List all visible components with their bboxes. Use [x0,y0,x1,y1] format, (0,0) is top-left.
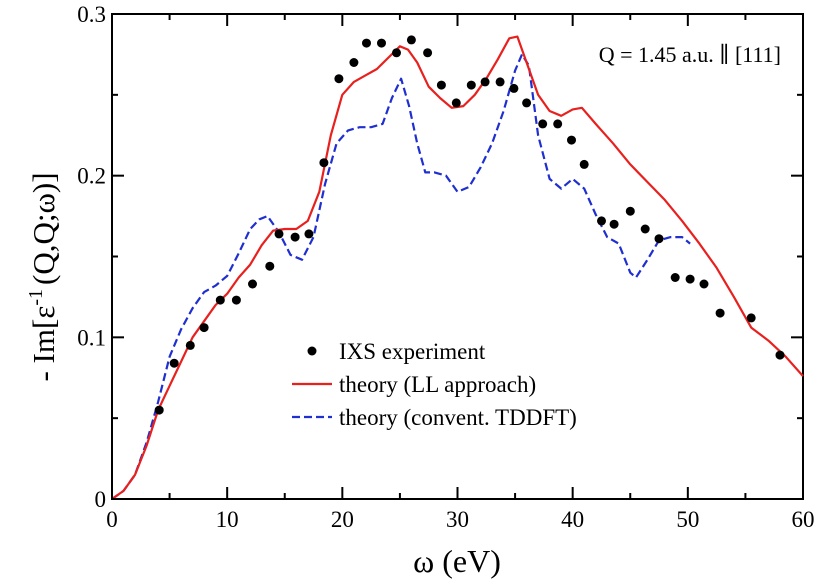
data-point [553,119,563,129]
data-point [746,313,756,323]
x-tick-label: 60 [792,507,815,532]
data-point [480,77,490,87]
data-point [609,219,619,229]
data-point [699,279,709,289]
x-tick-label: 30 [446,507,469,532]
data-point [522,98,532,108]
data-point [169,358,179,368]
y-tick-label: 0 [95,487,107,512]
data-point [265,261,275,271]
data-point [597,216,606,226]
data-point [775,350,785,360]
x-tick-label: 20 [331,507,354,532]
data-point [436,80,446,90]
data-point [451,98,461,108]
data-point [290,232,300,242]
y-tick-label: 0.2 [77,164,106,189]
x-axis-title: ω (eV) [413,543,501,579]
data-point [715,308,725,318]
legend-label-0: IXS experiment [339,339,486,364]
y-axis-title-suffix: (Q,Q;ω)] [26,172,61,285]
y-axis-title-prefix: - Im[ε [26,306,61,382]
data-point [215,295,225,305]
data-point [495,77,505,87]
data-point [685,274,695,284]
y-axis-title-exponent: -1 [25,289,47,306]
chart-annotation: Q = 1.45 a.u. ∥ [111] [599,42,781,67]
data-point [199,323,209,333]
data-point [423,48,433,58]
data-point [538,119,548,129]
data-point [392,48,401,58]
data-point [654,234,664,244]
data-point [334,74,344,84]
series-line-2 [111,53,691,500]
data-point [466,80,476,90]
x-tick-label: 50 [676,507,699,532]
data-point [185,340,195,350]
data-point [377,38,386,48]
data-point [274,229,284,239]
legend: IXS experiment theory (LL approach) theory… [292,339,577,430]
data-point [304,229,314,239]
y-tick-label: 0.3 [77,2,106,27]
data-point [640,224,650,234]
x-tick-label: 40 [561,507,584,532]
data-point [406,35,416,45]
legend-label-1: theory (LL approach) [339,372,536,397]
data-point [567,135,576,145]
data-point [248,279,257,289]
x-tick-label: 10 [216,507,239,532]
legend-label-2: theory (convent. TDDFT) [339,405,577,430]
data-point [349,58,359,67]
y-axis-title: - Im[ε-1 (Q,Q;ω)] [25,172,61,381]
y-tick-label: 0.1 [77,325,106,350]
data-point [670,273,680,282]
data-point [579,159,589,169]
data-point [362,38,371,48]
data-point [154,405,164,415]
legend-marker-0 [307,346,317,356]
data-point [625,206,635,216]
data-point [319,158,329,168]
x-tick-label: 0 [106,507,118,532]
data-point [509,83,519,93]
data-point [231,295,241,305]
